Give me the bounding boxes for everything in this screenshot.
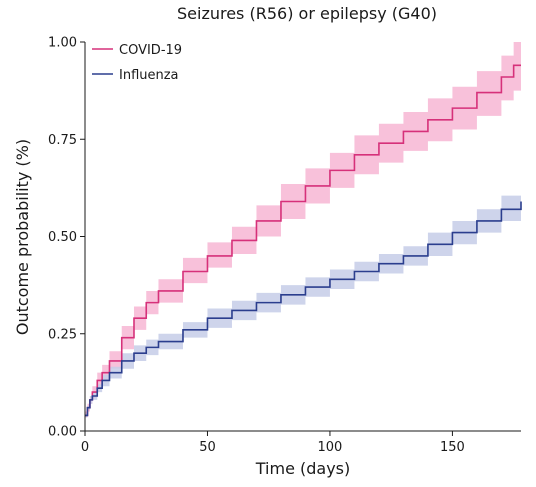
series-line-covid-19 bbox=[85, 64, 521, 417]
series-line-influenza bbox=[85, 201, 522, 417]
y-tick-label: 0.75 bbox=[48, 133, 77, 148]
y-tick-label: 0.50 bbox=[48, 230, 77, 245]
x-tick-label: 150 bbox=[440, 440, 465, 455]
x-tick-label: 0 bbox=[81, 440, 89, 455]
ci-band-influenza bbox=[85, 185, 521, 418]
ci-band-covid-19 bbox=[85, 42, 521, 418]
y-tick-label: 0.25 bbox=[48, 327, 77, 342]
y-tick-label: 1.00 bbox=[48, 36, 77, 51]
legend-label-covid-19: COVID-19 bbox=[119, 43, 182, 58]
legend-label-influenza: Influenza bbox=[119, 68, 179, 83]
plot-area bbox=[85, 42, 522, 418]
chart-title: Seizures (R56) or epilepsy (G40) bbox=[177, 4, 437, 23]
x-tick-label: 50 bbox=[199, 440, 216, 455]
x-tick-label: 100 bbox=[318, 440, 343, 455]
x-axis-label: Time (days) bbox=[255, 459, 351, 478]
axes: 0.00 0.25 0.50 0.75 1.00 0 50 100 150 bbox=[48, 36, 521, 455]
legend: COVID-19 Influenza bbox=[92, 43, 182, 83]
y-axis-label: Outcome probability (%) bbox=[13, 139, 32, 335]
y-tick-label: 0.00 bbox=[48, 425, 77, 440]
